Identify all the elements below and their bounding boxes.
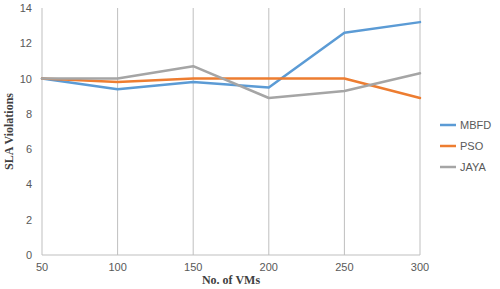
legend-label: JAYA (460, 161, 487, 173)
legend-label: PSO (460, 140, 484, 152)
series-line (42, 66, 420, 98)
y-axis-title: SLA Violations (2, 93, 16, 170)
x-axis-line (42, 255, 420, 256)
x-tick-label: 250 (335, 261, 353, 273)
legend-swatch (440, 145, 456, 148)
grid-line (344, 8, 345, 255)
y-tick-label: 6 (26, 143, 32, 155)
grid-line (420, 8, 421, 255)
x-tick-label: 100 (108, 261, 126, 273)
grid-line (117, 8, 118, 255)
y-tick-label: 0 (26, 249, 32, 261)
x-tick-label: 300 (411, 261, 429, 273)
x-axis-title: No. of VMs (202, 273, 260, 287)
chart-container: 0 2 4 6 8 10 12 14 50 100 150 200 250 300 No. of VMs SL… (0, 0, 500, 289)
y-tick-label: 10 (20, 73, 32, 85)
legend-swatch (440, 166, 456, 169)
x-tick-label: 200 (260, 261, 278, 273)
x-tick-label: 150 (184, 261, 202, 273)
grid-line (268, 8, 269, 255)
legend-swatch (440, 124, 456, 127)
y-tick-label: 8 (26, 108, 32, 120)
y-tick-label: 4 (26, 178, 32, 190)
chart-svg: 0 2 4 6 8 10 12 14 50 100 150 200 250 300 No. of VMs SL… (0, 0, 500, 289)
x-tick-label: 50 (36, 261, 48, 273)
plot-area (42, 22, 420, 98)
y-tick-label: 2 (26, 214, 32, 226)
y-tick-label: 12 (20, 37, 32, 49)
grid-line (193, 8, 194, 255)
legend-label: MBFD (460, 119, 491, 131)
grid-line (42, 8, 43, 255)
y-tick-label: 14 (20, 2, 32, 14)
